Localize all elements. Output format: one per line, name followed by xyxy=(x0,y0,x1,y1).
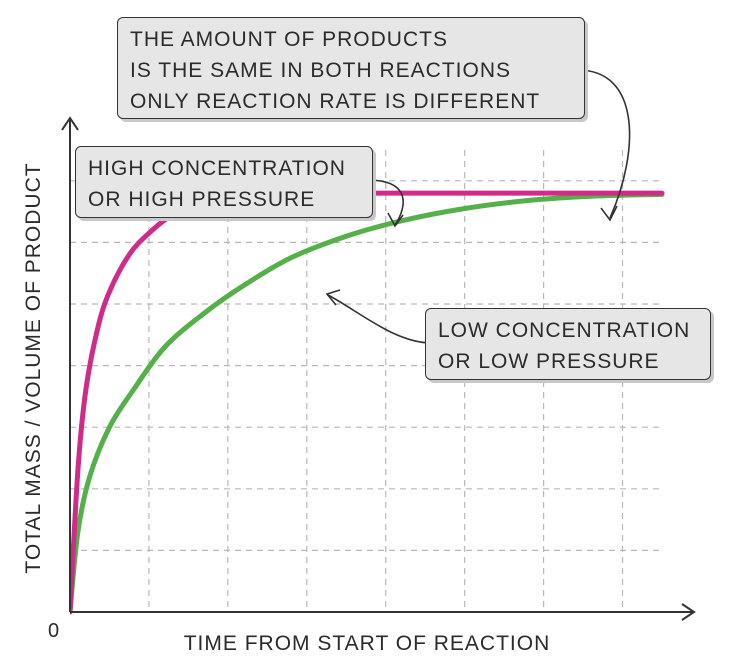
low-concentration-line xyxy=(70,191,665,615)
amount-leader-arrow xyxy=(577,69,631,219)
same-amount-line-3: ONLY REACTION RATE IS DIFFERENT xyxy=(130,90,541,113)
low-callout-line-1: LOW CONCENTRATION xyxy=(438,319,691,342)
same-amount-line-1: THE AMOUNT OF PRODUCTS xyxy=(130,28,448,51)
origin-label: 0 xyxy=(48,620,60,642)
y-axis xyxy=(61,116,79,612)
low-callout-line-2: OR LOW PRESSURE xyxy=(438,350,660,373)
low-leader-arrow xyxy=(327,294,433,344)
x-axis-label: TIME FROM START OF REACTION xyxy=(184,632,551,655)
amount-arrowhead-icon xyxy=(600,205,618,222)
same-amount-callout: THE AMOUNT OF PRODUCTS IS THE SAME IN BO… xyxy=(117,17,585,119)
high-arrowhead-icon xyxy=(387,212,404,228)
y-axis-arrow-icon xyxy=(61,116,79,131)
high-callout-line-1: HIGH CONCENTRATION xyxy=(88,157,346,180)
x-axis-arrow-icon xyxy=(681,603,696,621)
low-concentration-callout: LOW CONCENTRATION OR LOW PRESSURE xyxy=(425,308,711,380)
high-concentration-callout: HIGH CONCENTRATION OR HIGH PRESSURE xyxy=(75,146,373,218)
x-axis xyxy=(70,603,696,621)
high-concentration-line xyxy=(70,190,665,615)
high-callout-line-2: OR HIGH PRESSURE xyxy=(88,188,316,211)
high-leader-arrow xyxy=(366,179,404,226)
grid-lines xyxy=(70,150,662,612)
y-axis-label: TOTAL MASS / VOLUME OF PRODUCT xyxy=(22,162,45,573)
low-arrowhead-icon xyxy=(325,289,341,306)
same-amount-line-2: IS THE SAME IN BOTH REACTIONS xyxy=(130,59,511,82)
